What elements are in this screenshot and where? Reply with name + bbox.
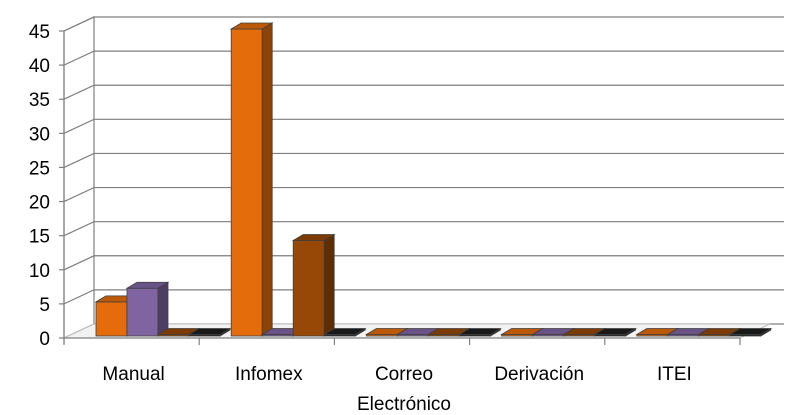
gridline [63,255,784,271]
y-tick-label: 10 [29,261,50,282]
bar-top-face [728,328,773,335]
bar-top-face [229,22,274,30]
y-tick-label: 45 [29,22,50,43]
bar-side-face [261,22,273,337]
bar [125,281,170,337]
chart-walls [63,16,95,338]
bar-side-face [323,233,335,337]
gridline [63,289,784,305]
y-tick-label: 25 [29,158,50,179]
bars [94,22,773,337]
gridline [63,152,784,168]
gridline [63,186,784,203]
y-tick-label: 15 [29,227,50,248]
gridline [63,84,784,100]
x-category-label: ITEI [657,364,692,385]
bar [593,327,638,337]
x-category-label: Manual [102,364,164,385]
x-category-label: Infomex [235,364,303,385]
y-axis: 0 5 10 15 20 25 30 35 40 45 [29,22,65,350]
gridline [63,50,784,66]
x-category-label: Correo [375,364,433,385]
bar-top-face [322,328,367,335]
x-axis: Manual Infomex Correo Electrónico Derivación… [63,337,741,415]
y-tick-label: 35 [29,90,50,111]
y-tick-label: 30 [29,124,50,145]
bar-side-face [157,281,169,337]
bar-front-face [126,287,159,337]
bar-front-face [292,240,325,337]
y-tick-label: 20 [29,193,50,214]
bar [728,327,773,337]
side-wall [63,16,95,338]
x-category-label: Derivación [494,364,584,385]
bar [291,233,336,337]
bar [457,327,502,337]
bar [229,22,274,337]
bar-front-face [230,28,263,337]
bar-top-face [187,328,232,335]
gridline [63,118,784,134]
y-tick-label: 40 [29,56,50,77]
y-tick-label: 5 [39,295,50,316]
bar-top-face [125,281,170,289]
bar-top-face [457,328,502,335]
x-category-label: Electrónico [357,394,451,415]
bar-top-face [593,328,638,335]
bar [322,327,367,337]
bar-top-face [291,234,336,241]
bar-front-face [95,301,128,337]
y-tick-label: 0 [39,329,50,350]
gridline [63,221,784,237]
gridlines [63,16,784,339]
bar [187,327,232,337]
gridline [63,16,784,32]
